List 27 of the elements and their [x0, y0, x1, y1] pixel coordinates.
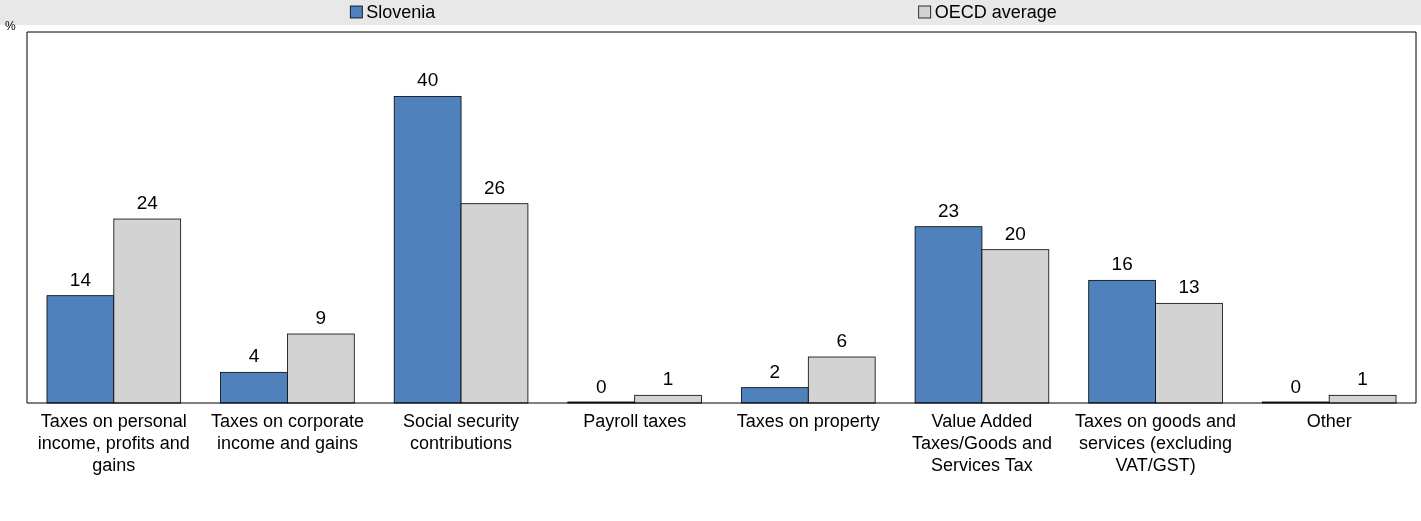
- data-label: 1: [662, 368, 674, 390]
- data-label: 4: [248, 345, 260, 367]
- text: %: [5, 19, 16, 33]
- data-label: 0: [1290, 376, 1302, 397]
- legend-label: OECD average: [934, 2, 1057, 22]
- x-tick-label: Taxes on goods and services (excluding VAT/GST): [1075, 411, 1237, 475]
- x-tick-label: Social security contributions: [403, 411, 520, 453]
- x-tick-label: Value Added Taxes/Goods and Services Tax: [911, 411, 1052, 475]
- data-label: 24: [136, 192, 159, 214]
- x-tick-label: Taxes on property: [736, 411, 880, 431]
- data-label: 2: [769, 360, 781, 382]
- data-label: 0: [595, 376, 607, 397]
- data-label: 20: [1004, 222, 1026, 244]
- data-label: 23: [937, 199, 960, 221]
- data-label: 1: [1357, 368, 1368, 390]
- data-label: 9: [315, 307, 327, 329]
- data-label: 26: [483, 176, 506, 198]
- data-label: 14: [69, 268, 92, 290]
- x-tick-label: Taxes on corporate income and gains: [210, 411, 364, 453]
- x-tick-label: Payroll taxes: [583, 411, 687, 431]
- data-label: 13: [1178, 276, 1200, 298]
- legend-label: Slovenia: [366, 2, 437, 22]
- data-label: 16: [1111, 253, 1133, 275]
- data-label: 6: [836, 330, 848, 352]
- x-tick-label: Taxes on personal income, profits and gains: [37, 411, 190, 475]
- x-tick-label: Other: [1306, 411, 1352, 431]
- data-label: 40: [417, 69, 439, 91]
